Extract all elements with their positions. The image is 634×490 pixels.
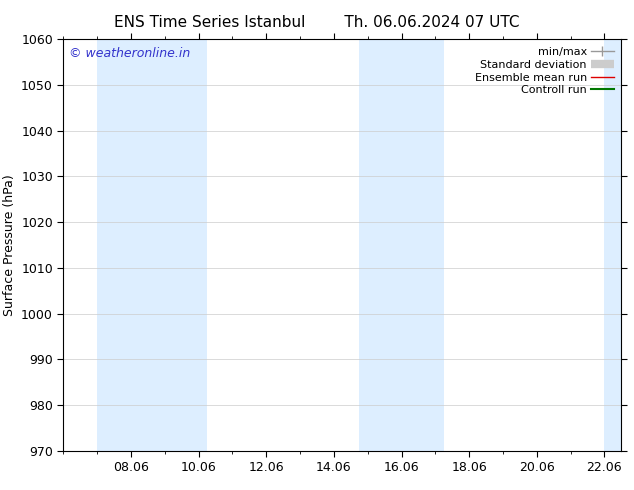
- Legend: min/max, Standard deviation, Ensemble mean run, Controll run: min/max, Standard deviation, Ensemble me…: [472, 45, 616, 98]
- Text: ENS Time Series Istanbul        Th. 06.06.2024 07 UTC: ENS Time Series Istanbul Th. 06.06.2024 …: [114, 15, 520, 30]
- Y-axis label: Surface Pressure (hPa): Surface Pressure (hPa): [3, 174, 16, 316]
- Bar: [604, 39, 621, 451]
- Bar: [97, 39, 207, 451]
- Bar: [359, 39, 444, 451]
- Text: © weatheronline.in: © weatheronline.in: [69, 48, 190, 60]
